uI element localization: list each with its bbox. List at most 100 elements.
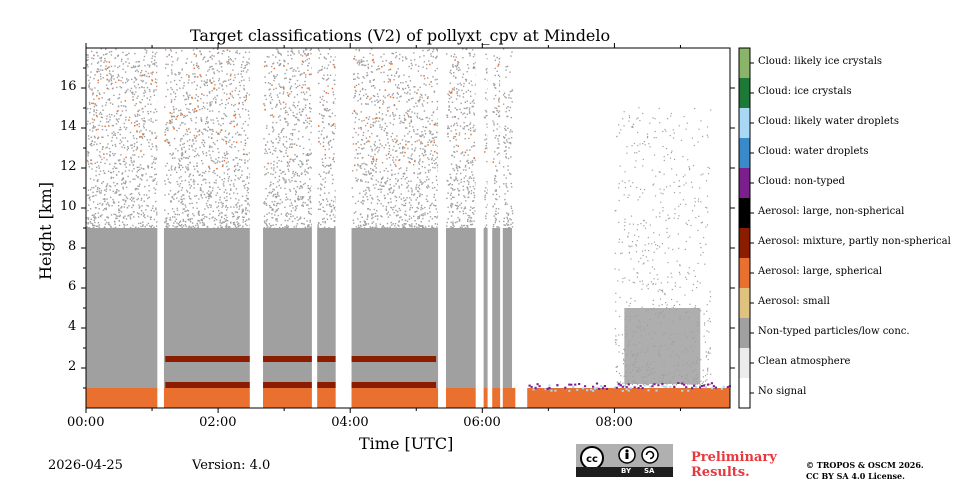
particle-pixel: [687, 159, 688, 160]
particle-pixel: [369, 116, 370, 117]
particle-pixel: [241, 141, 242, 142]
particle-pixel: [695, 217, 696, 218]
particle-pixel: [183, 117, 184, 118]
particle-pixel: [648, 143, 649, 144]
particle-pixel: [417, 197, 418, 198]
particle-pixel: [508, 158, 509, 159]
particle-pixel: [656, 248, 657, 249]
particle-pixel: [630, 303, 631, 304]
particle-pixel: [139, 115, 140, 116]
particle-pixel: [410, 181, 411, 182]
particle-pixel: [304, 224, 305, 225]
particle-pixel: [101, 190, 102, 191]
particle-pixel: [334, 207, 335, 208]
particle-pixel: [683, 381, 684, 382]
particle-pixel: [93, 99, 94, 100]
particle-pixel: [653, 232, 654, 233]
particle-pixel: [411, 226, 412, 227]
particle-pixel: [209, 196, 210, 197]
particle-pixel: [205, 182, 206, 183]
particle-pixel: [184, 143, 185, 144]
particle-pixel: [147, 167, 148, 168]
particle-pixel: [269, 149, 270, 150]
particle-pixel: [399, 220, 400, 221]
particle-pixel: [195, 76, 196, 77]
particle-pixel: [376, 161, 377, 162]
particle-pixel: [392, 114, 393, 115]
particle-pixel: [294, 218, 295, 219]
particle-pixel: [244, 187, 245, 188]
particle-pixel: [409, 218, 410, 219]
particle-pixel: [678, 206, 679, 207]
particle-pixel: [304, 218, 305, 219]
particle-pixel: [636, 355, 637, 356]
particle-pixel: [510, 98, 511, 99]
particle-pixel: [106, 185, 107, 186]
particle-pixel: [416, 207, 417, 208]
particle-pixel: [372, 175, 373, 176]
particle-pixel: [504, 143, 505, 144]
particle-pixel: [203, 223, 204, 224]
particle-pixel: [484, 139, 485, 140]
particle-pixel: [371, 161, 372, 162]
particle-pixel: [421, 207, 422, 208]
particle-pixel: [421, 214, 422, 215]
particle-pixel: [96, 144, 97, 145]
particle-pixel: [120, 154, 121, 155]
particle-pixel: [410, 80, 411, 81]
particle-pixel: [393, 141, 394, 142]
particle-pixel: [459, 211, 460, 212]
particle-pixel: [228, 168, 229, 169]
particle-pixel: [231, 180, 232, 181]
particle-pixel: [168, 181, 169, 182]
particle-pixel: [687, 350, 688, 351]
particle-pixel: [615, 342, 616, 343]
particle-pixel: [666, 232, 667, 233]
particle-pixel: [671, 113, 672, 114]
particle-pixel: [308, 168, 309, 169]
particle-pixel: [233, 207, 234, 208]
particle-pixel: [117, 67, 118, 68]
particle-pixel: [182, 152, 183, 153]
particle-pixel: [451, 91, 452, 92]
particle-pixel: [282, 202, 283, 203]
particle-pixel: [285, 174, 286, 175]
particle-pixel: [692, 379, 693, 380]
particle-pixel: [154, 219, 155, 220]
particle-pixel: [98, 125, 99, 126]
particle-pixel: [700, 359, 701, 360]
particle-pixel: [136, 121, 137, 122]
particle-pixel: [133, 65, 134, 66]
particle-pixel: [411, 98, 412, 99]
particle-pixel: [171, 196, 172, 197]
particle-pixel: [139, 186, 140, 187]
particle-pixel: [707, 211, 708, 212]
particle-pixel: [209, 218, 210, 219]
particle-pixel: [170, 123, 171, 124]
particle-pixel: [118, 208, 119, 209]
particle-pixel: [186, 129, 187, 130]
particle-pixel: [706, 330, 707, 331]
particle-pixel: [212, 90, 213, 91]
particle-pixel: [117, 216, 118, 217]
particle-pixel: [147, 111, 148, 112]
particle-pixel: [674, 133, 675, 134]
particle-pixel: [284, 61, 285, 62]
particle-pixel: [289, 161, 290, 162]
particle-pixel: [244, 159, 245, 160]
particle-pixel: [495, 60, 496, 61]
particle-pixel: [309, 58, 310, 59]
particle-pixel: [276, 122, 277, 123]
particle-pixel: [493, 85, 494, 86]
particle-pixel: [111, 140, 112, 141]
particle-pixel: [217, 95, 218, 96]
particle-pixel: [639, 322, 640, 323]
particle-pixel: [93, 195, 94, 196]
particle-pixel: [287, 125, 288, 126]
particle-pixel: [422, 182, 423, 183]
particle-pixel: [172, 153, 173, 154]
particle-pixel: [451, 203, 452, 204]
particle-pixel: [209, 204, 210, 205]
particle-pixel: [380, 171, 381, 172]
particle-pixel: [422, 105, 423, 106]
